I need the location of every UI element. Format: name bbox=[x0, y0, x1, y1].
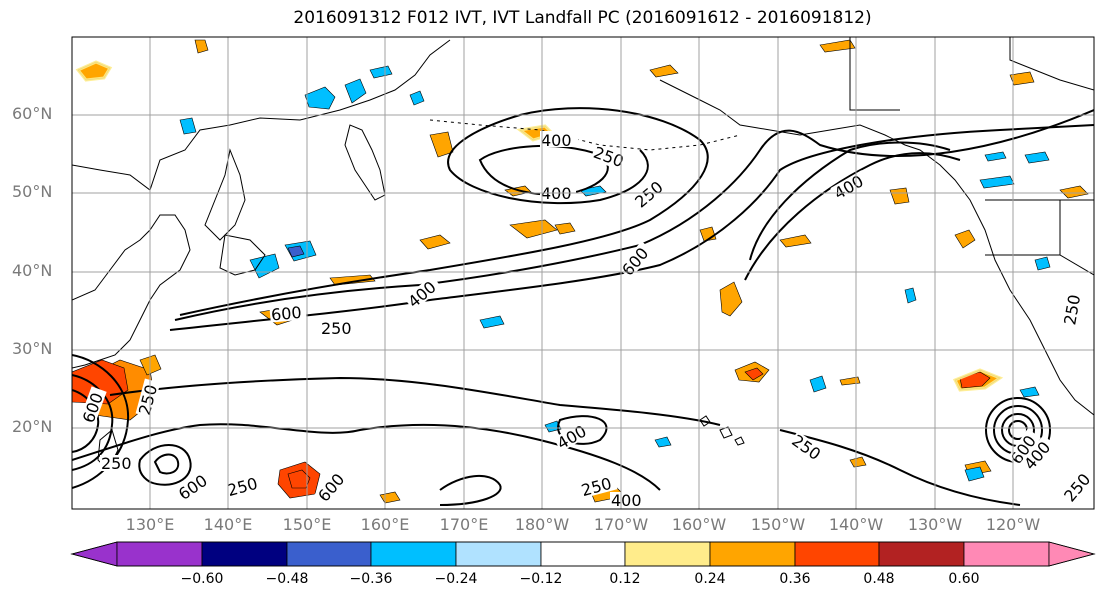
lon-label-180w: 180°W bbox=[514, 515, 570, 534]
lon-label-150w: 150°W bbox=[750, 515, 806, 534]
colorbar-tick: −0.36 bbox=[349, 571, 393, 587]
graticule bbox=[72, 37, 1094, 509]
contour-label-250-low: 250 bbox=[225, 474, 259, 500]
colorbar-tick: 0.60 bbox=[948, 571, 980, 587]
colorbar-tick: −0.24 bbox=[434, 571, 478, 587]
lon-label-130e: 130°E bbox=[125, 515, 175, 534]
map-title: 2016091312 F012 IVT, IVT Landfall PC (20… bbox=[293, 8, 872, 28]
lon-label-120w: 120°W bbox=[985, 515, 1041, 534]
lat-label-30n: 30°N bbox=[12, 339, 53, 358]
contour-label-400-south: 400 bbox=[611, 491, 642, 510]
colorbar bbox=[70, 541, 1096, 567]
colorbar-tick: 0.36 bbox=[779, 571, 811, 587]
contour-label-250-coast: 250 bbox=[1060, 293, 1084, 326]
colorbar-tick: 0.24 bbox=[694, 571, 726, 587]
lat-label-60n: 60°N bbox=[12, 104, 53, 123]
lat-label-40n: 40°N bbox=[12, 261, 53, 280]
contour-label-600-japan: 600 bbox=[270, 303, 302, 325]
lon-label-170w: 170°W bbox=[593, 515, 649, 534]
contour-label-250-japan: 250 bbox=[321, 319, 352, 338]
lon-label-160e: 160°E bbox=[360, 515, 410, 534]
colorbar-tick: 0.48 bbox=[863, 571, 895, 587]
lon-label-160w: 160°W bbox=[671, 515, 727, 534]
colorbar-tick: −0.48 bbox=[265, 571, 309, 587]
contour-label-400-north: 400 bbox=[541, 131, 572, 150]
colorbar-tick: −0.60 bbox=[180, 571, 224, 587]
colorbar-extend-low bbox=[70, 541, 118, 567]
colorbar-tick: −0.12 bbox=[519, 571, 563, 587]
lon-label-130w: 130°W bbox=[907, 515, 963, 534]
lat-label-20n: 20°N bbox=[12, 417, 53, 436]
lon-label-140w: 140°W bbox=[828, 515, 884, 534]
lon-label-170e: 170°E bbox=[439, 515, 489, 534]
lat-label-50n: 50°N bbox=[12, 182, 53, 201]
colorbar-extend-high bbox=[1048, 541, 1096, 567]
colorbar-tick: 0.12 bbox=[609, 571, 641, 587]
lon-label-140e: 140°E bbox=[203, 515, 253, 534]
lon-label-150e: 150°E bbox=[282, 515, 332, 534]
coastlines bbox=[72, 37, 1094, 471]
contour-label-250-sw: 250 bbox=[101, 454, 132, 473]
map-frame bbox=[71, 36, 1095, 510]
ivt-contours bbox=[72, 107, 1094, 506]
